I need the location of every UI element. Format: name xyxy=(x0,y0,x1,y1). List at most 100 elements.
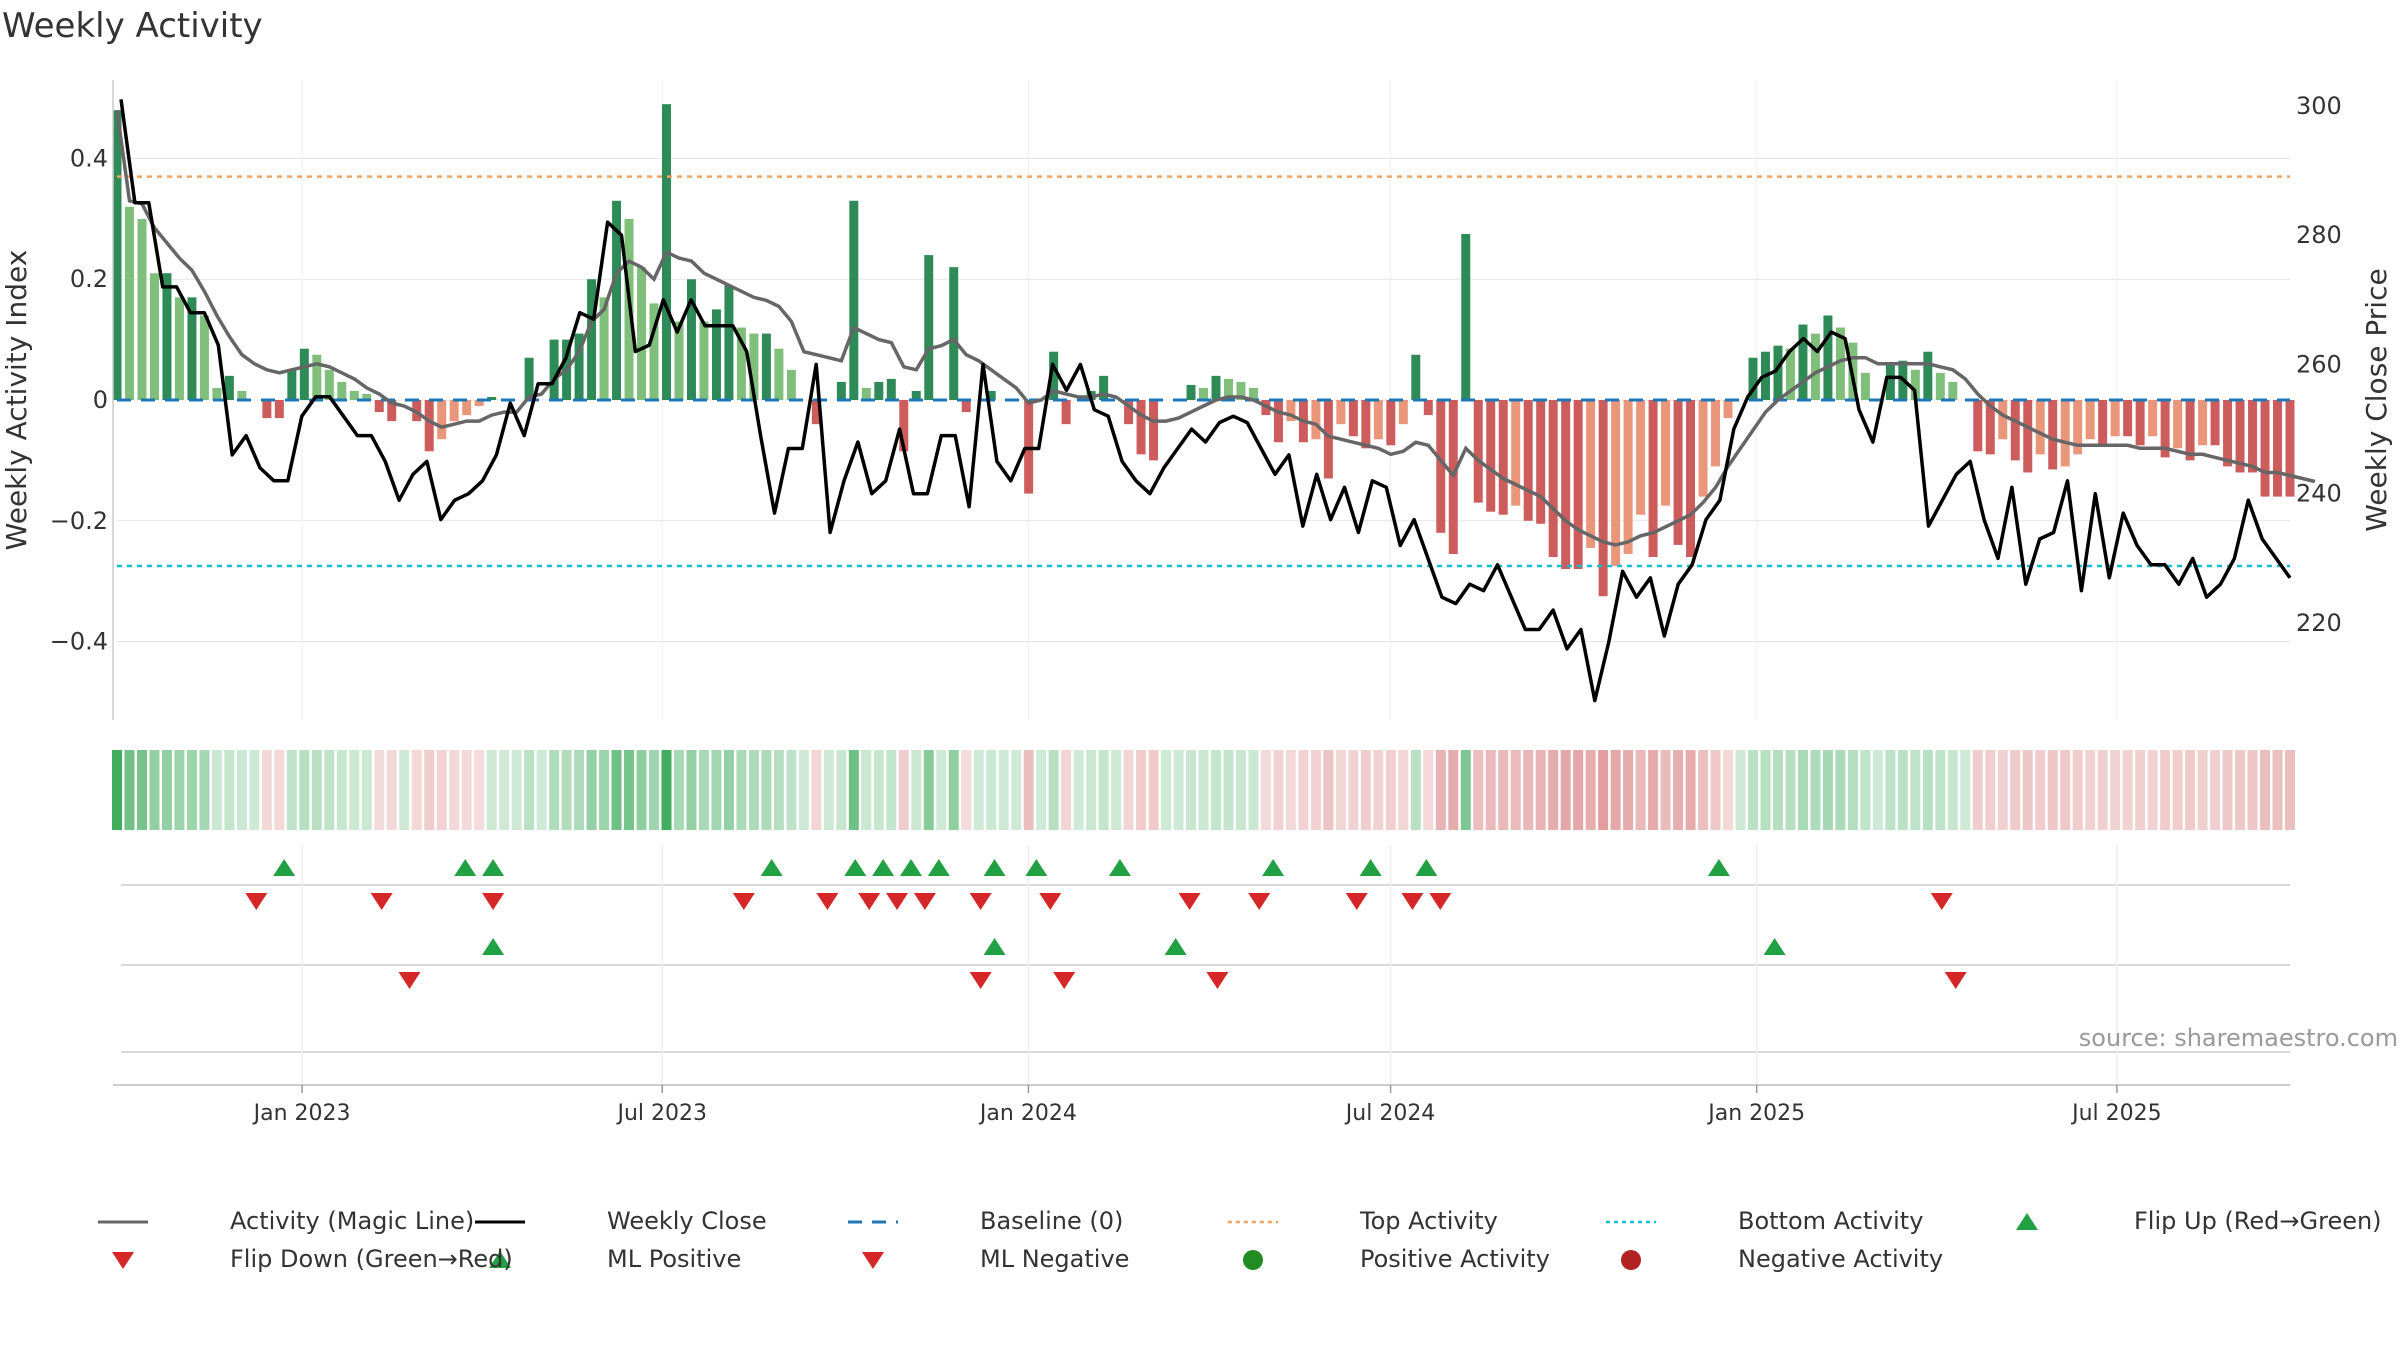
heat-cell xyxy=(2235,750,2246,830)
flip-up-marker xyxy=(1108,859,1131,876)
y2-tick-label: 220 xyxy=(2296,609,2342,637)
heat-cell xyxy=(748,750,759,830)
activity-bar xyxy=(2035,400,2045,455)
activity-bar xyxy=(2123,400,2133,437)
heat-cell xyxy=(836,750,847,830)
activity-bar xyxy=(1723,400,1733,419)
heat-cell xyxy=(1198,750,1209,830)
heat-cell xyxy=(1785,750,1796,830)
heat-cell xyxy=(936,750,947,830)
activity-bar xyxy=(1186,384,1196,400)
heat-cell xyxy=(786,750,797,830)
heat-cell xyxy=(1435,750,1446,830)
activity-bar xyxy=(1361,400,1371,449)
flip-up-marker xyxy=(482,859,505,876)
flip-up-marker xyxy=(983,859,1006,876)
activity-bar xyxy=(2173,400,2183,449)
activity-bar xyxy=(1860,372,1870,400)
activity-bar xyxy=(1511,400,1521,506)
heat-cell xyxy=(174,750,185,830)
activity-bar xyxy=(124,206,134,400)
heat-cell xyxy=(1448,750,1459,830)
activity-bar xyxy=(1785,348,1795,400)
activity-bar xyxy=(637,267,647,400)
activity-bar xyxy=(1523,400,1533,521)
activity-bar xyxy=(1973,400,1983,452)
activity-bar xyxy=(312,354,322,400)
activity-bar xyxy=(1536,400,1546,524)
heat-cell xyxy=(2285,750,2295,830)
activity-bar xyxy=(1336,400,1346,425)
heat-cell xyxy=(511,750,522,830)
activity-bar xyxy=(1561,400,1571,570)
heat-cell xyxy=(1460,750,1471,830)
heat-cell xyxy=(2247,750,2258,830)
activity-bar xyxy=(1636,400,1646,515)
heat-cell xyxy=(1410,750,1421,830)
heat-cell xyxy=(1348,750,1359,830)
activity-bar xyxy=(2210,400,2220,446)
heat-cell xyxy=(399,750,410,830)
heat-cell xyxy=(2135,750,2146,830)
heat-cell xyxy=(461,750,472,830)
heat-cell xyxy=(1173,750,1184,830)
heat-cell xyxy=(574,750,585,830)
activity-bar xyxy=(2260,400,2270,497)
ml-positive-marker xyxy=(1164,938,1187,955)
activity-bar xyxy=(674,321,684,400)
activity-bar xyxy=(861,387,871,400)
heat-cell xyxy=(1835,750,1846,830)
activity-bar xyxy=(1049,351,1059,400)
heat-cell xyxy=(2210,750,2221,830)
heat-cell xyxy=(1223,750,1234,830)
activity-bar xyxy=(1573,400,1583,570)
heat-cell xyxy=(1073,750,1084,830)
heat-cell xyxy=(986,750,997,830)
activity-bar xyxy=(774,348,784,400)
series-lines xyxy=(115,99,2316,703)
activity-bar xyxy=(1810,333,1820,400)
heat-cell xyxy=(1660,750,1671,830)
activity-bar xyxy=(449,400,459,422)
activity-bar xyxy=(324,369,334,400)
activity-bar xyxy=(1248,387,1258,400)
activity-bar xyxy=(711,309,721,400)
heat-cell xyxy=(374,750,385,830)
activity-bar xyxy=(137,218,147,400)
heat-cell xyxy=(1548,750,1559,830)
y2-tick-label: 240 xyxy=(2296,480,2342,508)
heat-cell xyxy=(549,750,560,830)
activity-bar xyxy=(1323,400,1333,479)
activity-bar xyxy=(1773,345,1783,400)
activity-bar xyxy=(2223,400,2233,467)
activity-bar xyxy=(462,400,472,416)
heat-cell xyxy=(236,750,247,830)
activity-bar xyxy=(1223,378,1233,400)
ml-negative-marker xyxy=(969,972,992,989)
activity-bar xyxy=(1273,400,1283,443)
activity-bar xyxy=(1885,363,1895,400)
activity-bar xyxy=(487,396,497,400)
activity-bar xyxy=(1823,315,1833,400)
heat-cell xyxy=(1523,750,1534,830)
heat-cell xyxy=(1498,750,1509,830)
heat-cell xyxy=(261,750,272,830)
legend-item-label: Flip Up (Red→Green) xyxy=(2134,1207,2382,1235)
heat-cell xyxy=(2072,750,2083,830)
activity-bar xyxy=(237,390,247,400)
flip-down-marker xyxy=(482,893,505,910)
heat-cell xyxy=(2060,750,2071,830)
heat-cell xyxy=(1061,750,1072,830)
chart-title: Weekly Activity xyxy=(2,6,263,46)
heat-cell xyxy=(274,750,285,830)
legend-item-label: Top Activity xyxy=(1360,1207,1498,1235)
activity-bar xyxy=(2198,400,2208,446)
activity-bar xyxy=(649,303,659,400)
heat-cell xyxy=(1098,750,1109,830)
flip-down-marker xyxy=(816,893,839,910)
heat-cell xyxy=(2260,750,2271,830)
heat-cell xyxy=(1922,750,1933,830)
heat-cell xyxy=(1148,750,1159,830)
activity-bar xyxy=(224,375,234,400)
activity-bar xyxy=(1486,400,1496,512)
